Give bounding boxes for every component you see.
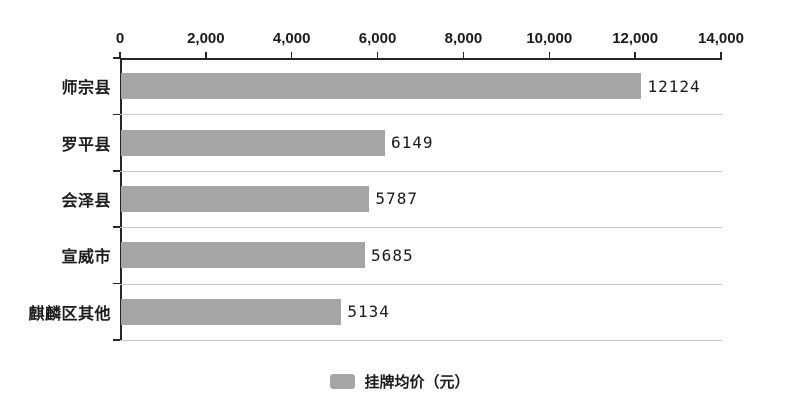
value-label: 5685 [371, 245, 414, 265]
x-tick-mark [290, 52, 293, 58]
bar [121, 186, 370, 212]
y-tick-mark [113, 226, 120, 228]
y-tick-mark [113, 282, 120, 285]
x-tick-mark [548, 52, 551, 58]
value-label: 5787 [375, 189, 418, 209]
x-tick-mark [376, 52, 379, 58]
bar [121, 129, 385, 156]
category-label: 麒麟区其他 [28, 305, 111, 323]
y-axis-line [120, 58, 122, 341]
x-tick-label: 0 [115, 30, 125, 47]
value-label: 6149 [390, 133, 434, 153]
legend: 挂牌均价（元） [0, 368, 800, 394]
bar [121, 298, 342, 325]
y-tick-mark [113, 113, 120, 116]
gridline [120, 170, 722, 172]
x-tick-mark [119, 52, 121, 58]
category-label: 师宗县 [61, 80, 111, 98]
x-tick-label: 12,000 [612, 30, 659, 47]
x-tick-mark [205, 52, 207, 58]
legend-swatch [330, 373, 356, 389]
x-tick-label: 8,000 [444, 30, 483, 47]
x-tick-mark [634, 52, 636, 58]
bar [121, 242, 366, 269]
legend-label: 挂牌均价（元） [364, 373, 470, 391]
x-axis-line [120, 58, 722, 60]
category-label: 宣威市 [61, 249, 111, 267]
x-tick-label: 2,000 [187, 30, 225, 47]
y-tick-mark [113, 339, 120, 341]
x-tick-label: 14,000 [698, 30, 744, 47]
x-tick-mark [720, 52, 722, 58]
x-tick-label: 6,000 [358, 30, 397, 47]
category-label: 会泽县 [61, 192, 111, 210]
bar [121, 73, 642, 100]
gridline [120, 227, 722, 229]
x-tick-label: 10,000 [526, 30, 573, 47]
x-tick-label: 4,000 [272, 30, 311, 47]
gridline [120, 114, 722, 116]
y-tick-mark [113, 170, 120, 172]
x-tick-mark [462, 52, 465, 58]
value-label: 5134 [347, 302, 390, 322]
gridline [120, 340, 722, 341]
gridline [120, 283, 722, 285]
category-label: 罗平县 [61, 136, 111, 154]
value-label: 12124 [647, 76, 701, 96]
y-tick-mark [113, 57, 120, 59]
